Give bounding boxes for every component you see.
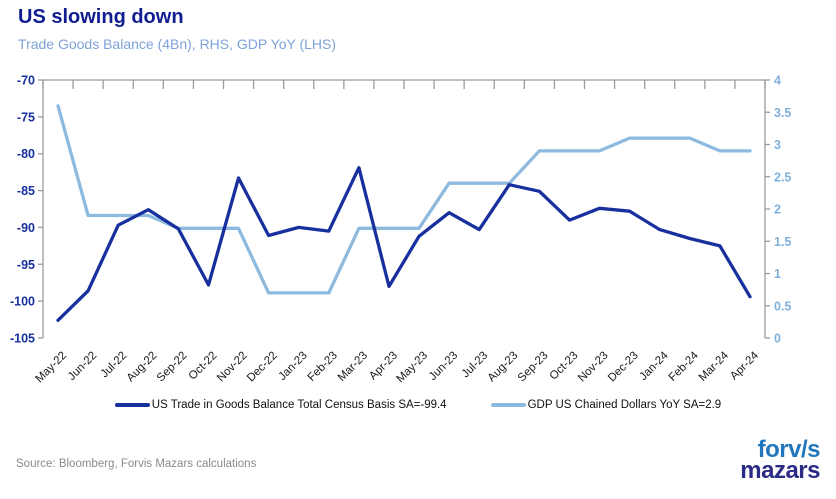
right-axis-label: 3 <box>774 138 781 152</box>
right-axis-label: 0.5 <box>774 299 791 313</box>
left-axis-label: -80 <box>17 147 35 161</box>
left-axis-label: -70 <box>17 74 35 88</box>
x-axis-label: Dec-22 <box>245 350 280 385</box>
right-axis-label: 3.5 <box>774 106 791 120</box>
forvis-mazars-logo: forv/s mazars <box>740 436 821 484</box>
trade-balance-line-swatch <box>114 403 150 407</box>
right-axis-label: 0 <box>774 332 781 346</box>
x-axis-label: Aug-23 <box>486 350 521 385</box>
legend-label-trade-balance: US Trade in Goods Balance Total Census B… <box>151 399 447 411</box>
right-axis-label: 1.5 <box>774 235 791 249</box>
left-axis-label: -105 <box>10 332 35 346</box>
x-axis-label: Feb-24 <box>667 349 702 384</box>
x-axis-label: Aug-22 <box>125 350 160 385</box>
x-axis-label: May-23 <box>395 350 431 386</box>
chart-legend: US Trade in Goods Balance Total Census B… <box>0 399 836 411</box>
logo-line-mazars: mazars <box>740 456 820 484</box>
page-title: US slowing down <box>18 6 184 28</box>
x-axis-label: Dec-23 <box>606 350 641 385</box>
x-axis-label: Oct-22 <box>187 350 220 383</box>
left-axis-label: -90 <box>17 221 35 235</box>
source-note: Source: Bloomberg, Forvis Mazars calcula… <box>16 458 257 470</box>
legend-item-trade-balance: US Trade in Goods Balance Total Census B… <box>114 399 447 411</box>
x-axis-label: Mar-23 <box>336 350 370 384</box>
x-axis-label: Oct-23 <box>548 350 581 383</box>
trade-balance-line <box>56 166 752 322</box>
x-axis-label: Jun-22 <box>66 350 99 383</box>
chart-canvas: -70 -75 -80 -85 -90 -95 -100 -105 4 3.5 3 2.5 2 1.5 1 0… <box>10 74 791 386</box>
x-axis-label: Nov-23 <box>576 350 611 385</box>
x-axis-label: Nov-22 <box>215 350 250 385</box>
x-axis-label: Jun-23 <box>427 350 460 383</box>
right-axis-label: 2 <box>774 203 781 217</box>
legend-label-gdp: GDP US Chained Dollars YoY SA=2.9 <box>527 399 722 411</box>
x-axis-label: Mar-24 <box>697 349 732 384</box>
x-axis-label: Sep-23 <box>516 350 551 385</box>
logo-line-forvis: forv/s <box>757 436 821 463</box>
gdp-line-swatch <box>490 403 526 407</box>
chart-subtitle: Trade Goods Balance (4Bn), RHS, GDP YoY … <box>18 36 337 52</box>
x-axis-label: May-22 <box>34 350 70 386</box>
left-axis-label: -95 <box>17 258 35 272</box>
x-axis-label: Apr-24 <box>728 349 761 382</box>
gdp-line <box>56 104 752 295</box>
x-axis-label: Sep-22 <box>155 350 190 385</box>
x-axis-label: Feb-23 <box>306 350 340 384</box>
legend-item-gdp: GDP US Chained Dollars YoY SA=2.9 <box>490 399 722 411</box>
x-axis-label: Jan-24 <box>637 349 671 383</box>
right-axis-label: 4 <box>774 74 781 88</box>
x-axis-label: Jan-23 <box>276 350 309 383</box>
left-axis-label: -85 <box>17 184 35 198</box>
left-axis-label: -100 <box>10 295 35 309</box>
right-axis-label: 2.5 <box>774 170 791 184</box>
right-axis-label: 1 <box>774 267 781 281</box>
left-axis-label: -75 <box>17 110 35 124</box>
